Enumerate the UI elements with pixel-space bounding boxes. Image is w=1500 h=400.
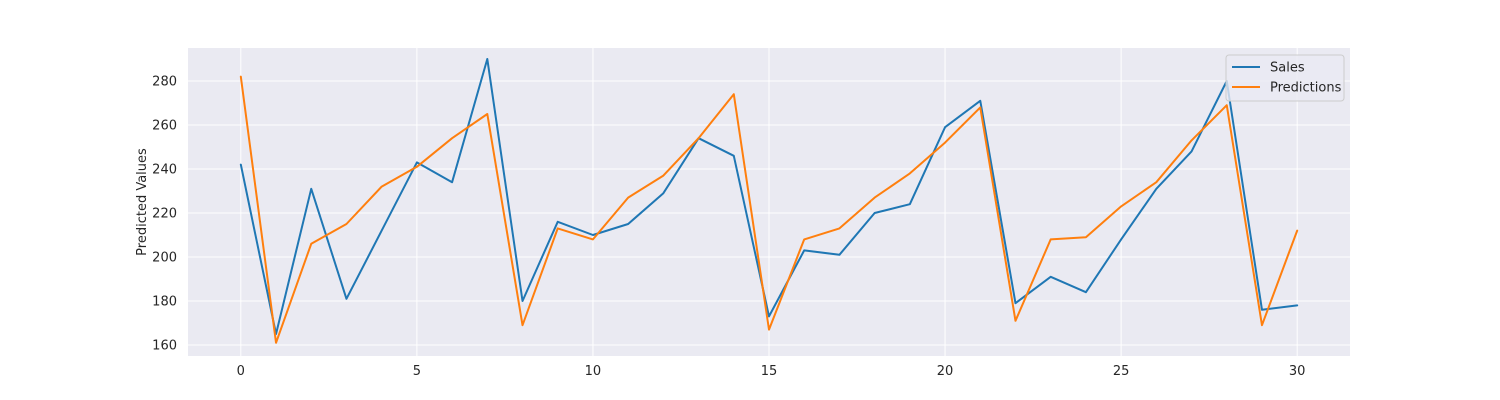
- y-tick-label: 260: [152, 119, 177, 134]
- x-axis-ticks: 0 5 10 15 20 25 30: [237, 364, 1306, 379]
- y-axis-label: Predicted Values: [135, 148, 150, 256]
- series-group: [239, 58, 1299, 344]
- legend-entry: Predictions: [1270, 81, 1342, 96]
- x-tick-label: 10: [585, 364, 602, 379]
- x-tick-label: 25: [1113, 364, 1130, 379]
- y-tick-label: 200: [152, 251, 177, 266]
- series-line-predictions: [239, 75, 1299, 344]
- y-tick-label: 280: [152, 75, 177, 90]
- x-tick-label: 5: [413, 364, 421, 379]
- legend: Sales Predictions: [1225, 54, 1345, 102]
- x-tick-label: 20: [937, 364, 954, 379]
- y-tick-label: 240: [152, 163, 177, 178]
- x-tick-label: 0: [237, 364, 245, 379]
- y-axis-ticks: 160 180 200 220 240 260 280: [152, 75, 177, 354]
- series-line-sales: [239, 58, 1299, 335]
- x-tick-label: 30: [1289, 364, 1306, 379]
- y-tick-label: 180: [152, 295, 177, 310]
- y-tick-label: 160: [152, 339, 177, 354]
- legend-entry: Sales: [1270, 61, 1305, 76]
- grid: [188, 48, 1350, 356]
- x-tick-label: 15: [761, 364, 778, 379]
- y-tick-label: 220: [152, 207, 177, 222]
